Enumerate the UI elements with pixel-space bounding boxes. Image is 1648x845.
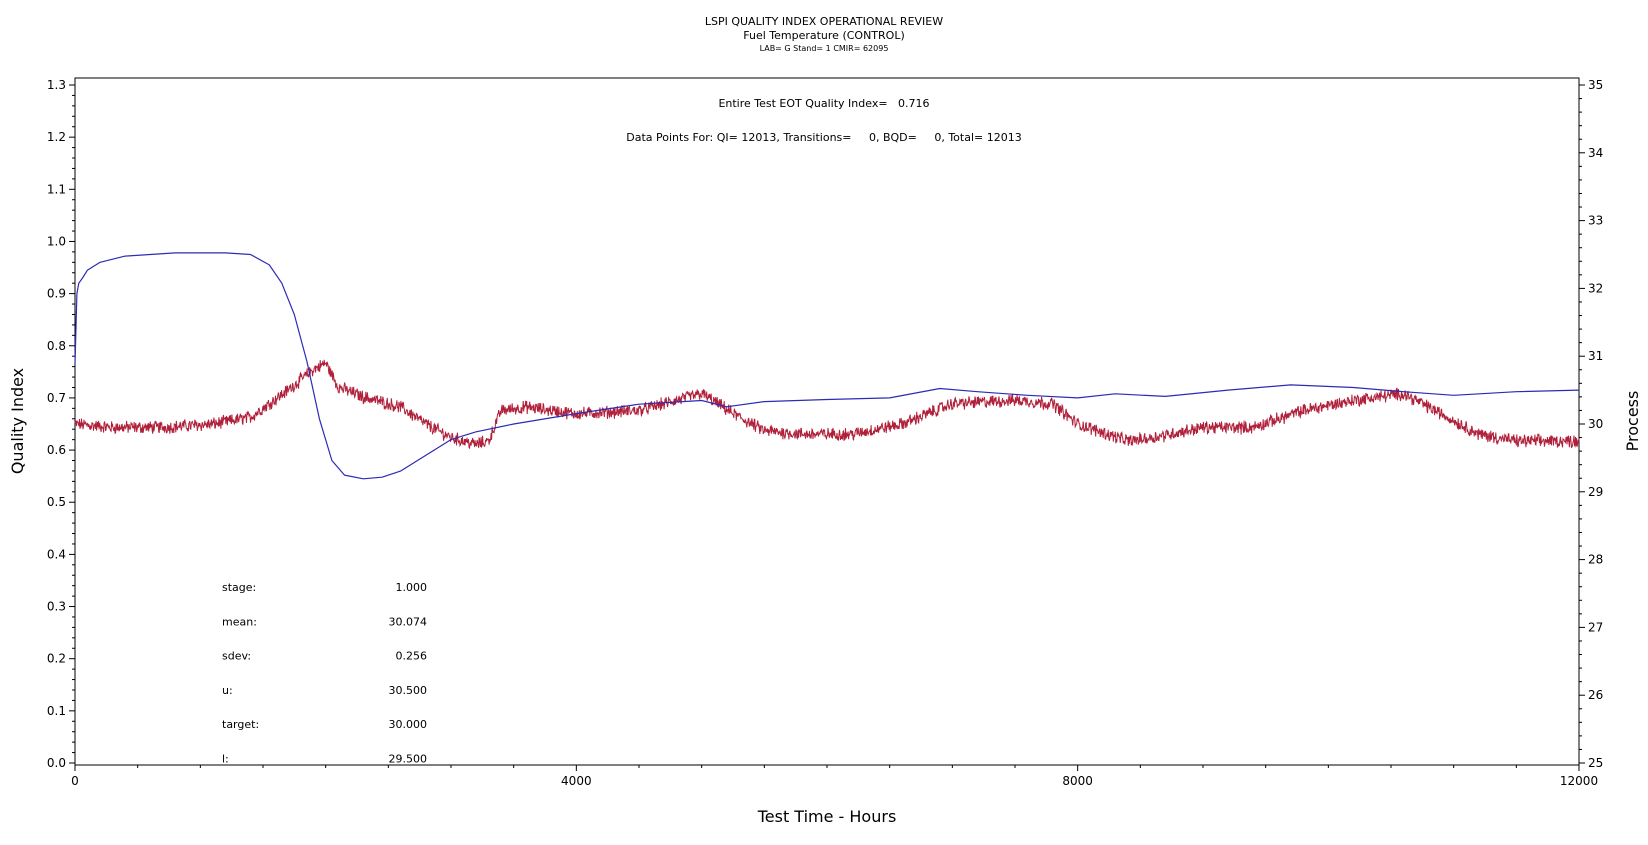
x-tick-label: 4000 <box>561 774 592 788</box>
data-points-summary: Data Points For: QI= 12013, Transitions=… <box>626 131 1021 144</box>
right-tick-label: 30 <box>1588 417 1603 431</box>
stat-value: 30.000 <box>389 718 428 731</box>
chart-title: LSPI QUALITY INDEX OPERATIONAL REVIEW <box>705 15 943 28</box>
right-tick-label: 32 <box>1588 281 1603 295</box>
left-tick-label: 0.5 <box>47 495 66 509</box>
right-axis-ticks: 25 26 27 28 29 30 31 32 33 34 35 <box>1579 78 1603 770</box>
eot-quality-index: Entire Test EOT Quality Index= 0.716 <box>718 97 929 110</box>
left-tick-label: 0.6 <box>47 443 66 457</box>
right-tick-label: 26 <box>1588 688 1603 702</box>
stat-value: 29.500 <box>389 753 428 766</box>
right-tick-label: 33 <box>1588 214 1603 228</box>
x-tick-label: 0 <box>71 774 79 788</box>
stat-label: l: <box>222 753 229 766</box>
stat-value: 30.500 <box>389 684 428 697</box>
process-series-line <box>74 359 1580 450</box>
series-group <box>74 252 1580 480</box>
stat-label: sdev: <box>222 650 251 663</box>
left-tick-label: 1.3 <box>47 78 66 92</box>
y-axis-left-label: Quality Index <box>8 368 27 474</box>
right-tick-label: 28 <box>1588 553 1603 567</box>
left-tick-label: 0.2 <box>47 652 66 666</box>
right-tick-label: 34 <box>1588 146 1603 160</box>
stat-label: u: <box>222 684 233 697</box>
quality-index-series-line <box>74 252 1580 480</box>
x-tick-label: 8000 <box>1062 774 1093 788</box>
x-axis-ticks: 0 4000 8000 12000 <box>71 765 1598 788</box>
stats-panel: stage: 1.000 mean: 30.074 sdev: 0.256 u: 30.500… <box>222 581 427 766</box>
left-tick-label: 1.1 <box>47 182 66 196</box>
chart-subtitle: Fuel Temperature (CONTROL) <box>743 29 905 42</box>
right-tick-label: 31 <box>1588 349 1603 363</box>
chart-subtitle-lab: LAB= G Stand= 1 CMIR= 62095 <box>760 44 889 53</box>
x-axis-label: Test Time - Hours <box>757 807 897 826</box>
stat-label: stage: <box>222 581 256 594</box>
left-tick-label: 0.1 <box>47 704 66 718</box>
left-tick-label: 0.3 <box>47 600 66 614</box>
x-tick-label: 12000 <box>1560 774 1598 788</box>
left-tick-label: 0.7 <box>47 391 66 405</box>
right-tick-label: 29 <box>1588 485 1603 499</box>
stat-label: target: <box>222 718 259 731</box>
left-tick-label: 1.0 <box>47 234 66 248</box>
left-tick-label: 1.2 <box>47 130 66 144</box>
right-tick-label: 25 <box>1588 756 1603 770</box>
right-tick-label: 27 <box>1588 620 1603 634</box>
y-axis-right-label: Process <box>1623 391 1642 452</box>
left-tick-label: 0.0 <box>47 756 66 770</box>
left-axis-ticks: 0.0 0.1 0.2 0.3 0.4 0.5 0.6 0.7 0.8 0.9 1.0 1.1 1.2 1… <box>47 78 75 770</box>
stat-value: 0.256 <box>396 650 428 663</box>
plot-frame <box>74 77 1580 766</box>
left-tick-label: 0.8 <box>47 339 66 353</box>
left-tick-label: 0.9 <box>47 287 66 301</box>
stat-label: mean: <box>222 615 257 628</box>
stat-value: 1.000 <box>396 581 428 594</box>
right-tick-label: 35 <box>1588 78 1603 92</box>
stat-value: 30.074 <box>389 615 428 628</box>
left-tick-label: 0.4 <box>47 547 66 561</box>
